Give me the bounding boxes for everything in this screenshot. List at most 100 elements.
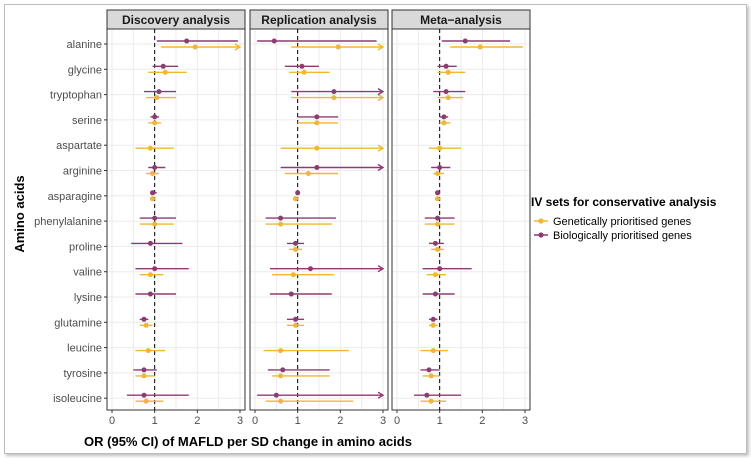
- point-estimate-alanine: [192, 44, 198, 50]
- point-estimate-alanine: [477, 44, 483, 50]
- ci-arrow-arginine: [377, 163, 385, 172]
- point-estimate-glutamine: [430, 316, 436, 322]
- point-estimate-leucine: [278, 348, 284, 354]
- point-estimate-arginine: [437, 165, 443, 170]
- point-estimate-phenylalanine: [435, 221, 441, 227]
- point-estimate-glutamine: [141, 316, 147, 322]
- ci-arrow-alanine: [234, 43, 242, 51]
- point-estimate-glutamine: [430, 322, 436, 328]
- y-tick-labels: alanine glycine tryptophan serine aspartate a…: [34, 39, 107, 405]
- point-estimate-tryptophan: [331, 89, 337, 95]
- panel-replication-analysis: Replication analysis 0 1 2 3: [249, 9, 389, 427]
- point-estimate-tryptophan: [331, 95, 337, 101]
- point-estimate-aspartate: [437, 145, 443, 151]
- legend-label-genetic: Genetically prioritised genes: [553, 216, 692, 228]
- point-estimate-leucine: [430, 348, 436, 354]
- point-estimate-valine: [147, 272, 153, 278]
- point-estimate-valine: [432, 272, 438, 278]
- point-estimate-isoleucine: [273, 392, 279, 398]
- point-estimate-glutamine: [293, 322, 299, 328]
- point-estimate-tryptophan: [154, 95, 160, 101]
- point-estimate-glycine: [445, 69, 451, 75]
- x-tick-label: 3: [522, 415, 528, 427]
- point-estimate-glycine: [443, 63, 449, 69]
- x-tick-label: 2: [479, 415, 485, 427]
- point-estimate-tyrosine: [141, 373, 147, 379]
- point-estimate-phenylalanine: [152, 221, 158, 227]
- panel-title: Meta−analysis: [420, 13, 502, 27]
- point-estimate-glutamine: [143, 322, 149, 328]
- point-estimate-tyrosine: [428, 373, 434, 379]
- point-estimate-phenylalanine: [278, 221, 284, 227]
- point-estimate-proline: [147, 240, 153, 246]
- legend: IV sets for conservative analysis Geneti…: [531, 195, 717, 242]
- point-estimate-alanine: [184, 38, 190, 44]
- point-estimate-valine: [152, 266, 158, 272]
- point-estimate-proline: [432, 240, 438, 246]
- y-tick-alanine: alanine: [67, 39, 102, 51]
- panel-discovery-analysis: Discovery analysis 0 1 2 3: [106, 9, 246, 427]
- point-estimate-tryptophan: [445, 95, 451, 101]
- panel-title: Replication analysis: [261, 13, 377, 27]
- y-tick-proline: proline: [69, 241, 102, 253]
- point-estimate-phenylalanine: [278, 215, 284, 221]
- y-tick-asparagine: asparagine: [48, 191, 102, 203]
- x-tick-label: 2: [337, 415, 343, 427]
- x-tick-label: 3: [237, 415, 243, 427]
- point-estimate-tyrosine: [278, 373, 284, 379]
- point-estimate-phenylalanine: [152, 215, 158, 221]
- point-estimate-proline: [293, 246, 299, 252]
- point-estimate-serine: [152, 120, 158, 126]
- panel-title: Discovery analysis: [122, 13, 230, 27]
- point-estimate-isoleucine: [278, 398, 284, 404]
- x-tick-label: 1: [437, 415, 443, 427]
- ci-arrow-aspartate: [377, 144, 385, 152]
- point-estimate-tyrosine: [280, 367, 286, 373]
- legend-entry-biological: Biologically prioritised genes: [534, 230, 692, 242]
- point-estimate-lysine: [147, 291, 153, 297]
- point-estimate-asparagine: [293, 196, 299, 202]
- point-estimate-serine: [441, 120, 447, 126]
- point-estimate-glutamine: [293, 316, 299, 322]
- point-estimate-serine: [152, 114, 158, 120]
- ci-arrow-isoleucine: [377, 391, 385, 399]
- point-estimate-glycine: [162, 69, 168, 75]
- point-estimate-valine: [290, 272, 296, 278]
- point-estimate-aspartate: [314, 145, 320, 151]
- y-tick-glycine: glycine: [68, 64, 102, 76]
- x-tick-label: 0: [394, 415, 400, 427]
- ci-arrow-tryptophan: [377, 93, 385, 102]
- point-estimate-tryptophan: [443, 89, 449, 95]
- x-tick-label: 0: [109, 415, 115, 427]
- point-estimate-serine: [314, 114, 320, 120]
- point-estimate-lysine: [288, 291, 294, 297]
- point-estimate-lysine: [432, 291, 438, 297]
- point-estimate-proline: [293, 240, 299, 246]
- x-tick-label: 2: [194, 415, 200, 427]
- ci-arrow-tryptophan: [377, 87, 385, 96]
- point-estimate-serine: [441, 114, 447, 120]
- point-estimate-isoleucine: [424, 392, 430, 398]
- ci-arrow-valine: [377, 265, 385, 273]
- y-tick-leucine: leucine: [67, 343, 102, 355]
- point-estimate-glycine: [301, 69, 307, 75]
- point-estimate-alanine: [462, 38, 468, 44]
- point-estimate-proline: [435, 246, 441, 252]
- x-tick-label: 3: [380, 415, 386, 427]
- point-estimate-isoleucine: [141, 392, 147, 398]
- point-estimate-isoleucine: [143, 398, 149, 404]
- y-tick-serine: serine: [72, 115, 102, 127]
- panels-layer: Discovery analysis 0 1 2 3 Replication analys…: [106, 9, 531, 427]
- ci-arrow-alanine: [377, 43, 385, 51]
- y-tick-isoleucine: isoleucine: [53, 393, 102, 405]
- legend-label-biological: Biologically prioritised genes: [553, 230, 692, 242]
- y-tick-glutamine: glutamine: [54, 317, 102, 329]
- point-estimate-isoleucine: [428, 398, 434, 404]
- point-estimate-asparagine: [150, 190, 156, 196]
- point-estimate-glycine: [160, 63, 166, 69]
- y-tick-valine: valine: [73, 267, 102, 279]
- point-estimate-arginine: [435, 171, 441, 176]
- point-estimate-asparagine: [150, 196, 156, 202]
- legend-key-dot-genetic: [538, 218, 544, 224]
